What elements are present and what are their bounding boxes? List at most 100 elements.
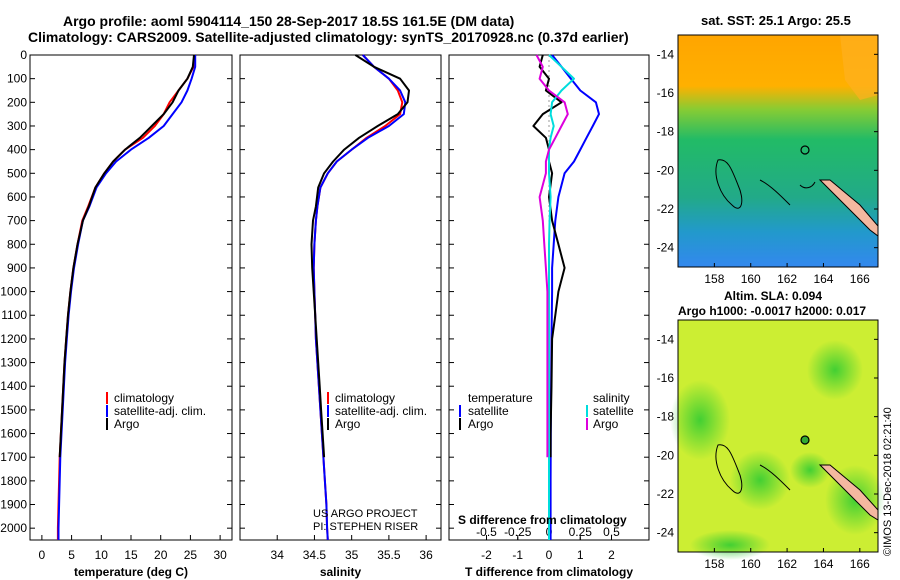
sst-map-ytick-label: -24 (657, 241, 675, 255)
sal-xtick-label: 34.5 (303, 548, 327, 562)
sla-map-xtick-label: 166 (850, 557, 870, 571)
sst-map-ytick-label: -22 (657, 202, 675, 216)
diff-legend-temp-title: temperature (468, 391, 533, 405)
sal-series-argo (310, 54, 410, 458)
sst-map-xtick-label: 160 (741, 272, 761, 286)
depth-tick-label: 1500 (0, 403, 27, 417)
sla-map-ytick-label: -22 (657, 487, 675, 501)
sst-map-xtick-label: 158 (704, 272, 724, 286)
temp-xtick-label: 15 (124, 548, 138, 562)
sst-map-ytick-label: -16 (657, 86, 675, 100)
depth-tick-label: 1800 (0, 474, 27, 488)
salinity-diff-xtick-label: 0.5 (603, 525, 620, 539)
sla-map-ytick-label: -24 (657, 526, 675, 540)
sal-legend-climatology: climatology (335, 391, 395, 405)
diff-legend-sal-title: salinity (593, 391, 630, 405)
sal-xtick-label: 34 (271, 548, 285, 562)
diff-xtick-label: -1 (512, 548, 523, 562)
diff-series-salinity-argo (535, 54, 569, 458)
sst-map-ytick-label: -18 (657, 125, 675, 139)
depth-tick-label: 1300 (0, 356, 27, 370)
sla-argo-position (800, 435, 810, 445)
temp-xtick-label: 5 (68, 548, 75, 562)
diff-series-temperature-satellite (549, 54, 600, 540)
sst-map-title: sat. SST: 25.1 Argo: 25.5 (701, 13, 851, 28)
temperature-legend: climatology satellite-adj. clim. Argo (106, 391, 206, 431)
sla-map-xtick-label: 162 (777, 557, 797, 571)
depth-tick-label: 1700 (0, 450, 27, 464)
sst-map-ytick-label: -14 (657, 47, 675, 61)
sst-warm-patch (840, 35, 878, 100)
temp-xtick-label: 30 (213, 548, 227, 562)
temp-legend-argo: Argo (114, 417, 140, 431)
diff-series-temperature-argo (532, 54, 566, 458)
sla-coastline-west (715, 444, 743, 494)
diff-xtick-label: -2 (481, 548, 492, 562)
sla-map-title-1: Altim. SLA: 0.094 (724, 289, 823, 303)
diff-legend-temp-satellite: satellite (468, 404, 509, 418)
salinity-legend: climatology satellite-adj. clim. Argo (327, 391, 427, 431)
depth-tick-label: 500 (7, 166, 27, 180)
diff-series-salinity-satellite (548, 54, 575, 540)
depth-tick-label: 300 (7, 119, 27, 133)
temp-xtick-label: 25 (184, 548, 198, 562)
depth-tick-label: 1600 (0, 427, 27, 441)
sla-map-ytick-label: -14 (657, 332, 675, 346)
difference-legend: temperature satellite Argo salinity sate… (459, 391, 634, 431)
title-line-2: Climatology: CARS2009. Satellite-adjuste… (28, 29, 629, 45)
depth-tick-label: 1400 (0, 379, 27, 393)
sal-legend-satellite: satellite-adj. clim. (335, 404, 427, 418)
depth-tick-label: 600 (7, 190, 27, 204)
depth-tick-label: 400 (7, 143, 27, 157)
temp-xlabel: temperature (deg C) (74, 565, 188, 579)
depth-tick-label: 1100 (1, 308, 27, 322)
sst-frame (677, 34, 879, 268)
sla-frame (677, 319, 879, 553)
sla-reefs (759, 464, 791, 491)
pi-label: PI: STEPHEN RISER (313, 521, 418, 533)
diff-legend-sal-satellite: satellite (593, 404, 634, 418)
sal-frame (239, 54, 442, 541)
s-difference-label: S difference from climatology (458, 513, 627, 527)
temp-series-argo (58, 54, 195, 458)
sst-map-xtick-label: 166 (850, 272, 870, 286)
sal-xtick-label: 35 (345, 548, 359, 562)
depth-tick-label: 0 (20, 48, 27, 62)
temp-series-satellite-adj-clim- (57, 55, 197, 540)
sla-map-xtick-label: 158 (704, 557, 724, 571)
sal-xtick-label: 36 (419, 548, 433, 562)
depth-tick-label: 800 (7, 237, 27, 251)
salinity-diff-xtick-label: 0.25 (569, 525, 593, 539)
sst-reefs (759, 179, 816, 206)
diff-xtick-label: 1 (577, 548, 584, 562)
depth-tick-label: 900 (7, 261, 27, 275)
sla-map-ytick-label: -20 (657, 448, 675, 462)
sla-map-ytick-label: -18 (657, 410, 675, 424)
temp-series-climatology (56, 54, 197, 540)
sal-series-satellite-adj-clim- (312, 54, 407, 541)
sal-series-climatology (312, 54, 404, 541)
diff-legend-temp-argo: Argo (468, 417, 494, 431)
salinity-diff-xtick-label: -0.5 (476, 525, 497, 539)
depth-tick-label: 700 (7, 214, 27, 228)
sla-map-xtick-label: 160 (741, 557, 761, 571)
depth-tick-label: 1000 (0, 285, 27, 299)
sla-map (670, 319, 885, 560)
sal-xtick-label: 35.5 (377, 548, 401, 562)
salinity-diff-xtick-label: -0.25 (504, 525, 532, 539)
sst-coastline-west (715, 159, 743, 209)
sst-map-xtick-label: 162 (777, 272, 797, 286)
sst-map-xtick-label: 164 (813, 272, 833, 286)
diff-xtick-label: 2 (608, 548, 615, 562)
temp-xtick-label: 0 (39, 548, 46, 562)
sal-xlabel: salinity (320, 565, 362, 579)
sst-map (677, 34, 879, 268)
temp-xtick-label: 10 (95, 548, 109, 562)
sla-map-ytick-label: -16 (657, 371, 675, 385)
temp-xtick-label: 20 (154, 548, 168, 562)
depth-tick-label: 1200 (0, 332, 27, 346)
sla-map-xtick-label: 164 (813, 557, 833, 571)
sst-argo-position (800, 145, 810, 155)
sal-legend-argo: Argo (335, 417, 361, 431)
depth-tick-label: 100 (7, 72, 27, 86)
